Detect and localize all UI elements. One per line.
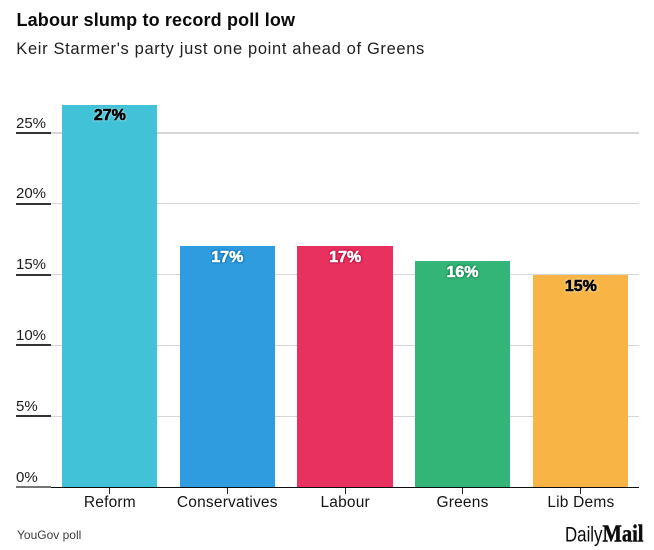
svg-text:Daily: Daily <box>565 524 603 547</box>
svg-text:Mail: Mail <box>603 522 644 548</box>
